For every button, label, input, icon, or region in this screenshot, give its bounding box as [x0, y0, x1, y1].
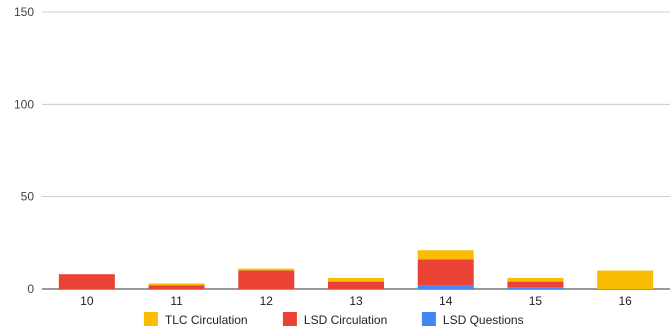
bar-segment — [238, 270, 295, 289]
y-axis-ticks: 0 50 100 150 — [14, 5, 34, 296]
gridlines — [42, 11, 670, 290]
bar-segment — [328, 277, 384, 282]
bar-segment — [507, 287, 564, 289]
x-tick-label: 15 — [529, 294, 543, 308]
legend: TLC Circulation LSD Circulation LSD Questi… — [143, 312, 524, 327]
y-tick-label: 100 — [14, 97, 34, 111]
bar-segment — [238, 268, 295, 271]
legend-label: LSD Questions — [443, 313, 524, 327]
bar-segment — [597, 270, 654, 289]
bar-segment — [507, 281, 564, 288]
legend-swatch — [143, 312, 158, 326]
x-tick-label: 12 — [260, 294, 274, 308]
x-tick-label: 11 — [170, 294, 183, 308]
x-tick-label: 10 — [80, 294, 94, 308]
y-tick-label: 50 — [21, 190, 35, 204]
bars — [58, 250, 654, 289]
bar-segment — [58, 274, 115, 289]
bar-segment — [148, 285, 205, 289]
bar-segment — [148, 283, 205, 286]
x-tick-label: 14 — [439, 294, 453, 308]
bar-segment — [417, 250, 474, 260]
legend-swatch — [282, 312, 297, 326]
legend-label: TLC Circulation — [165, 313, 248, 327]
bar-segment — [417, 285, 474, 289]
bar-segment — [328, 281, 384, 289]
bar-segment — [417, 259, 474, 286]
legend-swatch — [421, 312, 436, 326]
legend-item: LSD Questions — [421, 312, 524, 327]
legend-item: LSD Circulation — [282, 312, 387, 327]
bar-segment — [507, 277, 564, 282]
y-tick-label: 0 — [27, 282, 34, 296]
legend-item: TLC Circulation — [143, 312, 248, 327]
legend-label: LSD Circulation — [304, 313, 387, 327]
x-tick-label: 13 — [349, 294, 363, 308]
x-tick-label: 16 — [618, 294, 632, 308]
x-axis-ticks: 10 11 12 13 14 15 16 — [80, 294, 632, 308]
y-tick-label: 150 — [14, 5, 34, 19]
